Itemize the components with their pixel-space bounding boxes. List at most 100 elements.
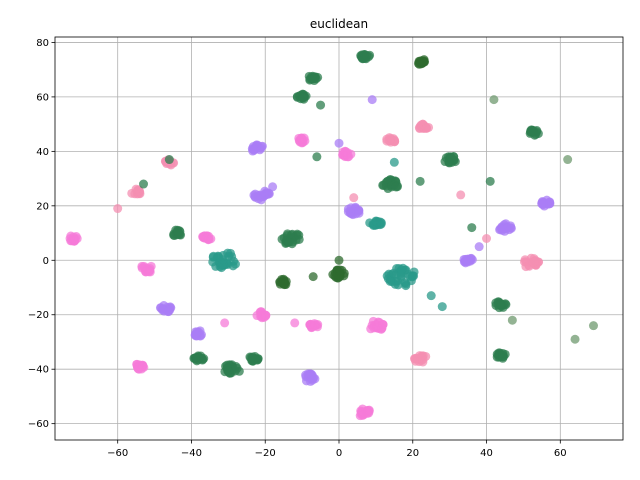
scatter-point (346, 203, 356, 213)
scatter-point (305, 369, 315, 379)
scatter-point (526, 126, 536, 136)
scatter-point (312, 152, 322, 162)
scatter-point (255, 145, 265, 155)
chart-title: euclidean (310, 17, 368, 31)
scatter-point (354, 208, 364, 218)
scatter-point (482, 234, 492, 243)
scatter-point (66, 236, 76, 246)
scatter-point (389, 157, 399, 167)
scatter-point (174, 229, 184, 239)
scatter-point (334, 138, 344, 148)
scatter-point (444, 158, 454, 168)
x-tick-label: 60 (554, 448, 567, 459)
scatter-point (529, 257, 539, 267)
scatter-point (246, 353, 256, 363)
scatter-point (463, 257, 473, 267)
scatter-point (570, 334, 580, 344)
scatter-point (157, 305, 167, 315)
scatter-point (456, 190, 466, 200)
scatter-point (362, 408, 372, 418)
scatter-point (218, 255, 228, 265)
scatter-point (220, 318, 230, 328)
y-tick-label: 60 (36, 92, 49, 103)
scatter-point (467, 223, 477, 233)
scatter-point (316, 100, 326, 110)
scatter-point (421, 123, 431, 133)
scatter-point (362, 51, 372, 61)
scatter-point (401, 281, 411, 291)
y-tick-label: 20 (36, 201, 49, 212)
axis-ticks: −60 −40 −20 0 20 40 60 −60 −40 −20 0 20 40 60 80 (28, 38, 567, 459)
x-tick-label: −40 (181, 448, 202, 459)
scatter-point (370, 321, 380, 331)
scatter-point (349, 193, 359, 203)
scatter-point (199, 354, 209, 364)
scatter-point (164, 155, 174, 165)
scatter-point (417, 351, 427, 361)
scatter-point (309, 74, 319, 84)
scatter-point (165, 305, 175, 315)
y-tick-label: −40 (28, 365, 49, 376)
scatter-point (340, 147, 350, 157)
scatter-point (393, 280, 403, 290)
scatter-point (521, 257, 531, 267)
scatter-point (199, 231, 209, 241)
scatter-point (190, 353, 200, 363)
scatter-point (494, 297, 504, 307)
scatter-point (335, 271, 345, 281)
scatter-point (485, 176, 495, 186)
scatter-point (378, 180, 388, 190)
scatter-point (385, 276, 395, 286)
scatter-point (334, 255, 344, 265)
scatter-point (113, 204, 123, 214)
scatter-point (415, 176, 425, 186)
y-tick-label: −20 (28, 310, 49, 321)
x-tick-label: −60 (107, 448, 128, 459)
scatter-point (194, 327, 204, 337)
scatter-point (384, 133, 394, 143)
scatter-point (328, 270, 338, 280)
scatter-point (410, 354, 420, 364)
scatter-point (437, 302, 447, 312)
scatter-point (280, 279, 290, 289)
scatter-point (391, 182, 401, 192)
scatter-point (253, 354, 263, 364)
scatter-point (139, 261, 149, 271)
scatter-point (294, 230, 304, 240)
x-tick-label: 0 (336, 448, 342, 459)
scatter-point (367, 95, 377, 105)
scatter-point (139, 179, 149, 189)
scatter-point (502, 223, 512, 233)
scatter-point (414, 56, 424, 66)
scatter-point (290, 318, 300, 328)
scatter-point (405, 271, 415, 281)
scatter-point (537, 198, 547, 208)
scatter-point (298, 93, 308, 103)
y-tick-label: 40 (36, 147, 49, 158)
scatter-point (474, 242, 484, 252)
scatter-point (132, 363, 142, 373)
scatter-point (396, 265, 406, 275)
x-tick-label: 20 (406, 448, 419, 459)
x-tick-label: −20 (255, 448, 276, 459)
y-tick-label: −60 (28, 419, 49, 430)
scatter-point (388, 268, 398, 278)
scatter-point (426, 291, 436, 301)
scatter-point (563, 155, 573, 165)
scatter-point (232, 363, 242, 373)
scatter-point (131, 184, 141, 194)
scatter-point (259, 190, 269, 200)
scatter-point (300, 136, 310, 146)
scatter-point (375, 217, 385, 227)
points-layer (65, 50, 598, 421)
scatter-point (588, 321, 598, 331)
grid (55, 37, 623, 440)
scatter-point (498, 353, 508, 363)
y-tick-label: 0 (43, 256, 49, 267)
scatter-point (248, 144, 258, 154)
scatter-point (507, 315, 517, 325)
scatter-point (309, 321, 319, 331)
y-tick-label: 80 (36, 38, 49, 49)
scatter-point (256, 311, 266, 321)
